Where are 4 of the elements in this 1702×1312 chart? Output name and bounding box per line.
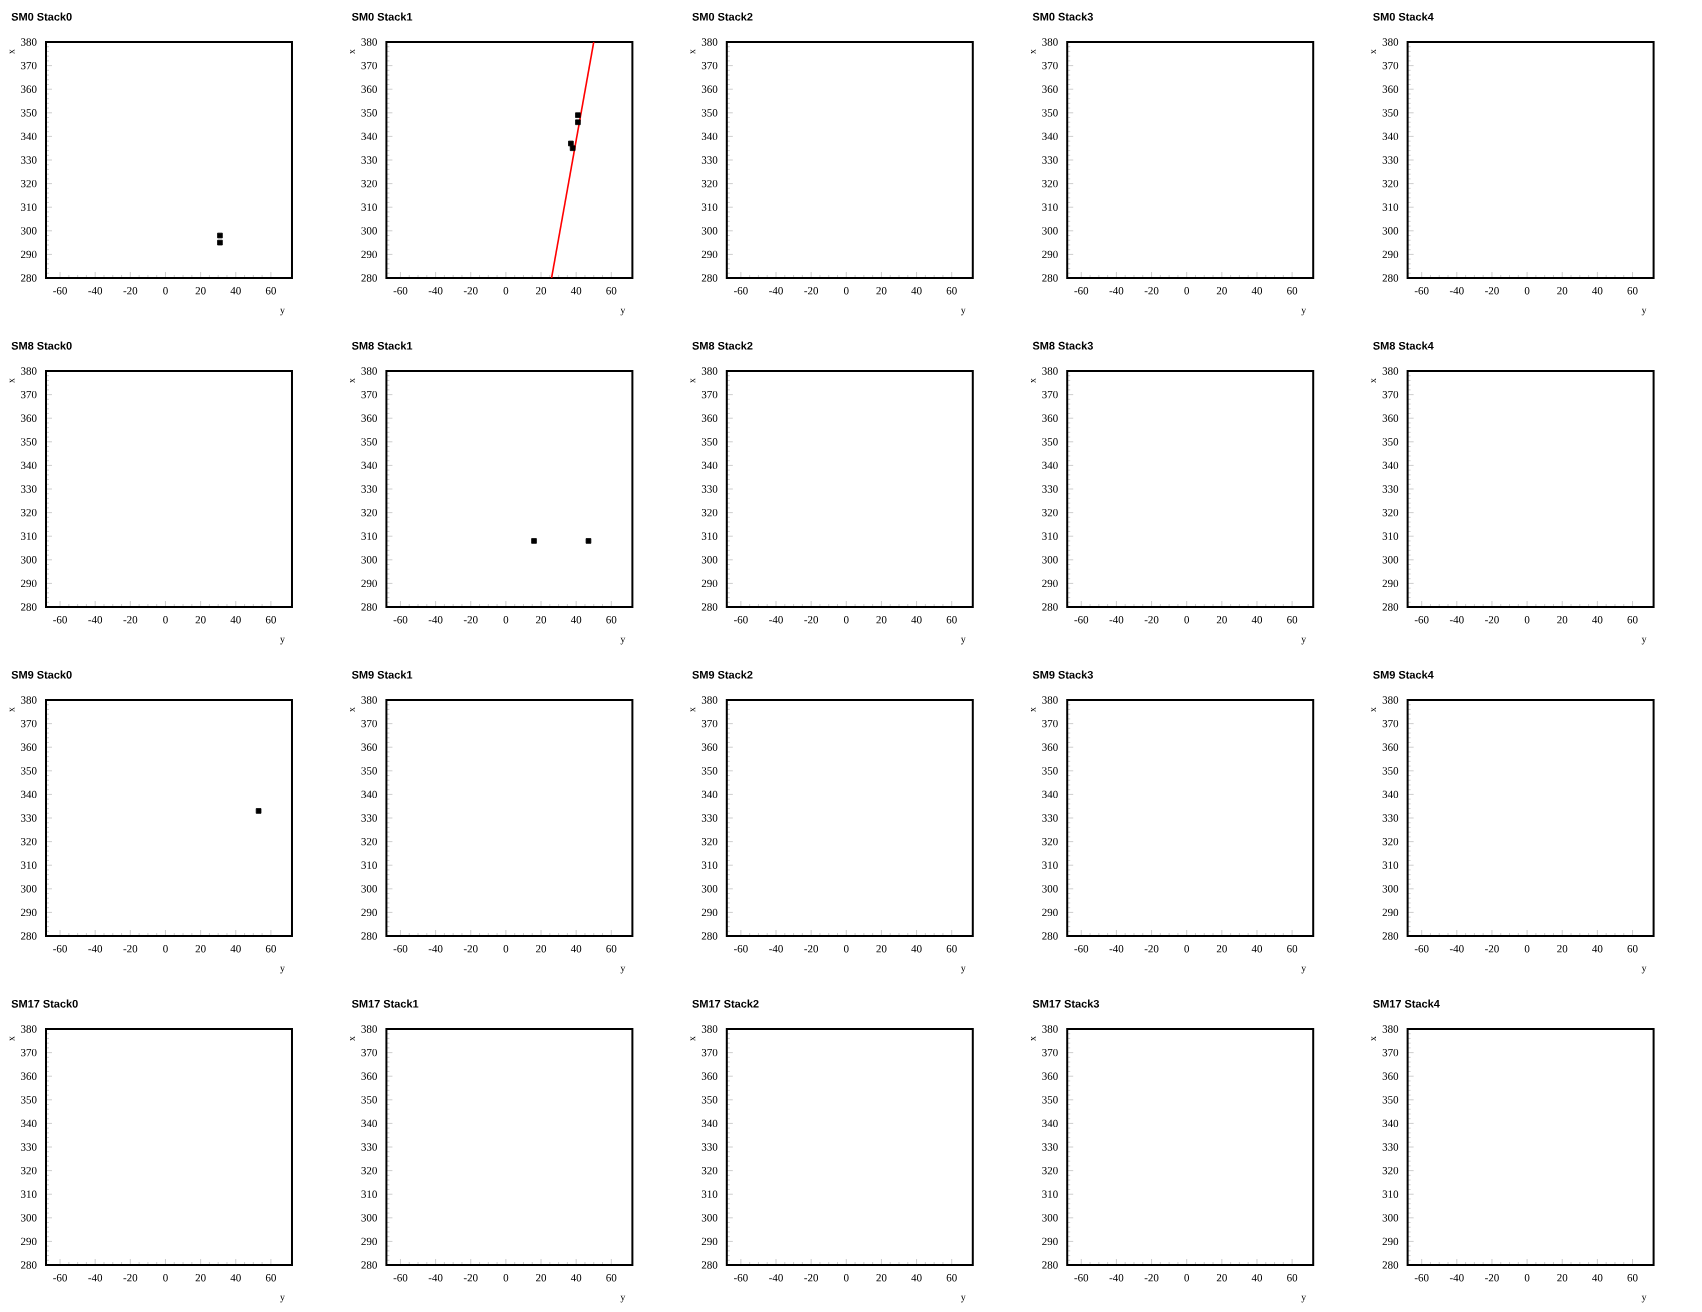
point: [568, 140, 574, 147]
point: [569, 145, 576, 151]
point: [575, 119, 581, 126]
point: [575, 112, 581, 118]
